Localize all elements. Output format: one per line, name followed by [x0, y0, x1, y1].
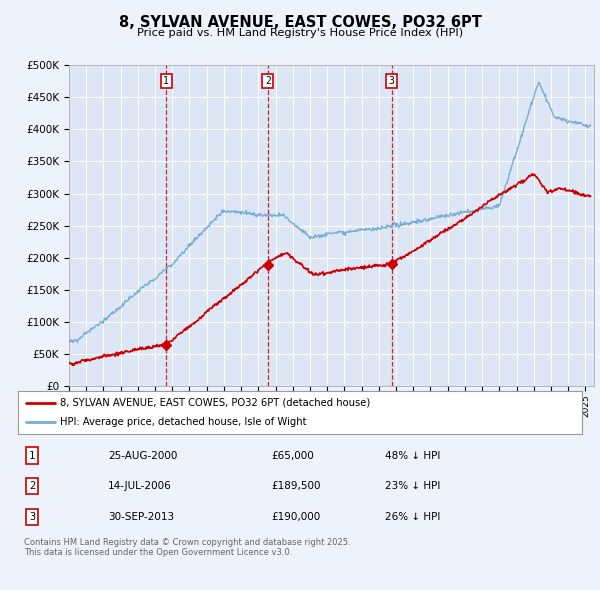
Text: Price paid vs. HM Land Registry's House Price Index (HPI): Price paid vs. HM Land Registry's House …	[137, 28, 463, 38]
Text: 14-JUL-2006: 14-JUL-2006	[108, 481, 172, 491]
Text: 26% ↓ HPI: 26% ↓ HPI	[385, 512, 440, 522]
Text: 8, SYLVAN AVENUE, EAST COWES, PO32 6PT: 8, SYLVAN AVENUE, EAST COWES, PO32 6PT	[119, 15, 481, 30]
Text: 23% ↓ HPI: 23% ↓ HPI	[385, 481, 440, 491]
Text: 1: 1	[163, 76, 169, 86]
Text: 1: 1	[29, 451, 35, 461]
Text: 3: 3	[29, 512, 35, 522]
Text: HPI: Average price, detached house, Isle of Wight: HPI: Average price, detached house, Isle…	[60, 417, 307, 427]
Text: £189,500: £189,500	[272, 481, 322, 491]
Text: 30-SEP-2013: 30-SEP-2013	[108, 512, 175, 522]
Text: 2: 2	[29, 481, 35, 491]
Text: 8, SYLVAN AVENUE, EAST COWES, PO32 6PT (detached house): 8, SYLVAN AVENUE, EAST COWES, PO32 6PT (…	[60, 398, 371, 408]
Text: £190,000: £190,000	[272, 512, 321, 522]
Text: Contains HM Land Registry data © Crown copyright and database right 2025.
This d: Contains HM Land Registry data © Crown c…	[24, 538, 350, 558]
Text: 2: 2	[265, 76, 271, 86]
Text: 25-AUG-2000: 25-AUG-2000	[108, 451, 178, 461]
Text: £65,000: £65,000	[272, 451, 314, 461]
Text: 48% ↓ HPI: 48% ↓ HPI	[385, 451, 440, 461]
Text: 3: 3	[389, 76, 395, 86]
